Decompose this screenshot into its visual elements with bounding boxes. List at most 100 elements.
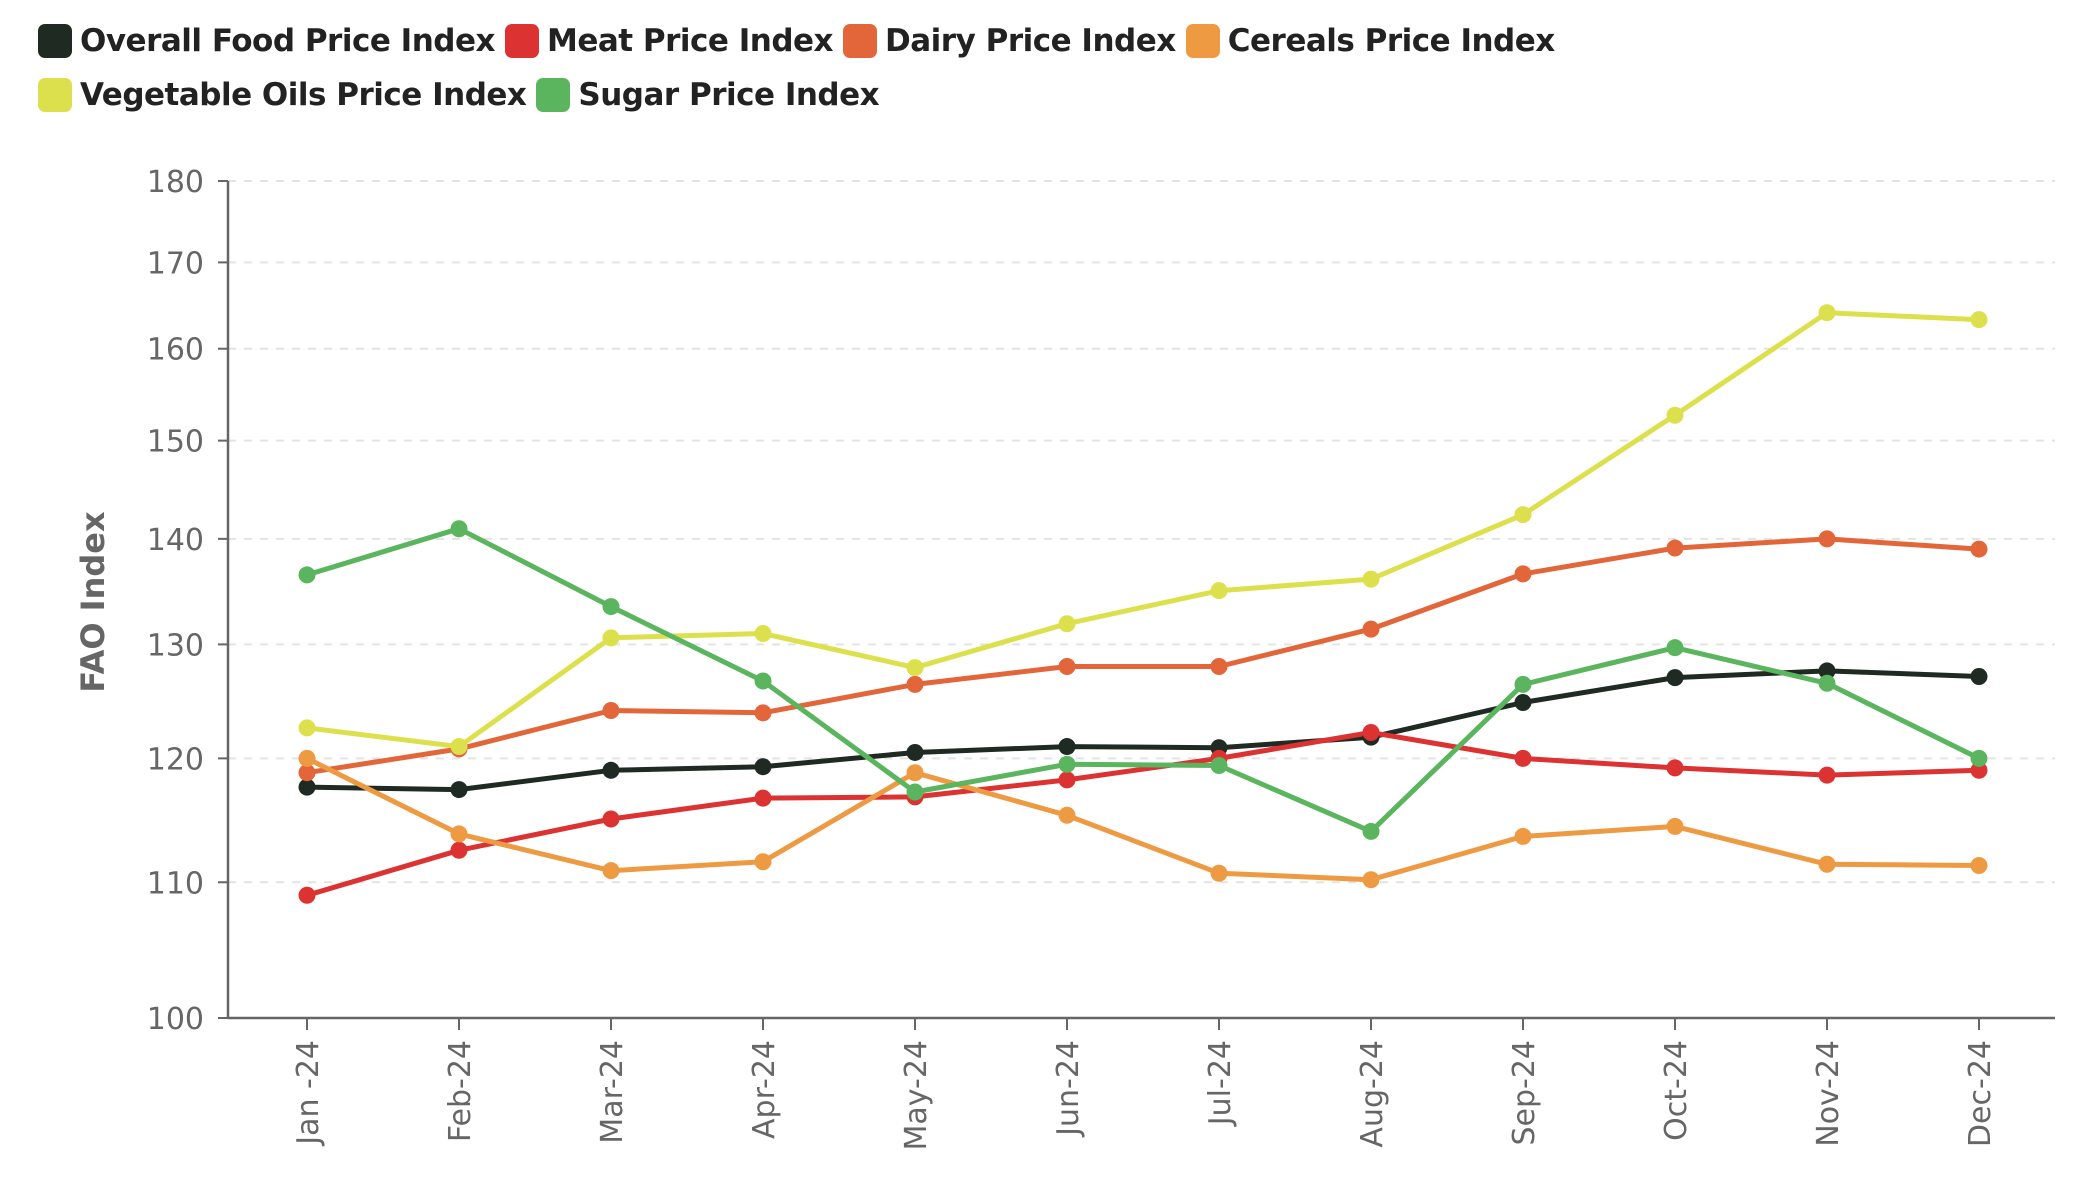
data-point-cereals-price-index[interactable] xyxy=(1514,827,1532,845)
data-point-dairy-price-index[interactable] xyxy=(1818,530,1836,548)
data-point-meat-price-index[interactable] xyxy=(450,841,468,859)
x-tick-label: Aug-24 xyxy=(1355,1040,1390,1148)
x-tick-label: Oct-24 xyxy=(1659,1040,1694,1141)
data-point-vegetable-oils-price-index[interactable] xyxy=(754,624,772,642)
data-point-cereals-price-index[interactable] xyxy=(602,862,620,880)
legend-item-overall-food-price-index[interactable]: Overall Food Price Index xyxy=(38,23,495,59)
axes: 100 110 120 130 140 150 160 170 180 Jan -24 Feb-24… xyxy=(147,165,2055,1151)
data-point-meat-price-index[interactable] xyxy=(1514,749,1532,767)
legend-item-dairy-price-index[interactable]: Dairy Price Index xyxy=(843,23,1176,59)
data-point-cereals-price-index[interactable] xyxy=(450,825,468,843)
data-point-meat-price-index[interactable] xyxy=(602,810,620,828)
y-axis-title: FAO Index xyxy=(74,511,112,693)
data-point-vegetable-oils-price-index[interactable] xyxy=(450,738,468,756)
data-point-dairy-price-index[interactable] xyxy=(1362,620,1380,638)
x-tick-label: Jul-24 xyxy=(1203,1040,1238,1127)
data-point-dairy-price-index[interactable] xyxy=(1666,539,1684,557)
legend: Overall Food Price Index Meat Price Index… xyxy=(38,14,1938,122)
legend-label: Meat Price Index xyxy=(546,23,834,59)
data-point-dairy-price-index[interactable] xyxy=(906,675,924,693)
data-point-sugar-price-index[interactable] xyxy=(1362,822,1380,840)
data-point-overall-food-price-index[interactable] xyxy=(298,778,316,796)
data-point-vegetable-oils-price-index[interactable] xyxy=(1362,570,1380,588)
data-point-sugar-price-index[interactable] xyxy=(1970,749,1988,767)
data-point-sugar-price-index[interactable] xyxy=(1514,675,1532,693)
data-point-dairy-price-index[interactable] xyxy=(754,704,772,722)
data-point-cereals-price-index[interactable] xyxy=(754,853,772,871)
data-point-sugar-price-index[interactable] xyxy=(1666,639,1684,657)
data-point-vegetable-oils-price-index[interactable] xyxy=(1058,615,1076,633)
data-point-cereals-price-index[interactable] xyxy=(1666,817,1684,835)
x-tick-label: Nov-24 xyxy=(1811,1040,1846,1147)
data-point-cereals-price-index[interactable] xyxy=(1058,806,1076,824)
data-point-vegetable-oils-price-index[interactable] xyxy=(1818,304,1836,322)
data-point-overall-food-price-index[interactable] xyxy=(602,761,620,779)
data-point-overall-food-price-index[interactable] xyxy=(1058,738,1076,756)
data-point-overall-food-price-index[interactable] xyxy=(450,781,468,799)
data-point-meat-price-index[interactable] xyxy=(1058,771,1076,789)
data-point-dairy-price-index[interactable] xyxy=(298,764,316,782)
legend-item-sugar-price-index[interactable]: Sugar Price Index xyxy=(536,77,880,113)
data-point-overall-food-price-index[interactable] xyxy=(1666,669,1684,687)
legend-item-cereals-price-index[interactable]: Cereals Price Index xyxy=(1185,23,1556,59)
data-point-cereals-price-index[interactable] xyxy=(1970,857,1988,875)
data-point-vegetable-oils-price-index[interactable] xyxy=(602,629,620,647)
data-point-vegetable-oils-price-index[interactable] xyxy=(298,719,316,737)
data-point-sugar-price-index[interactable] xyxy=(450,520,468,538)
data-point-cereals-price-index[interactable] xyxy=(1362,871,1380,889)
y-tick-label: 130 xyxy=(147,628,204,663)
data-point-dairy-price-index[interactable] xyxy=(1970,540,1988,558)
legend-swatch xyxy=(38,78,72,112)
data-point-meat-price-index[interactable] xyxy=(1970,761,1988,779)
x-tick-label: Mar-24 xyxy=(595,1040,630,1144)
data-point-cereals-price-index[interactable] xyxy=(1818,855,1836,873)
data-point-overall-food-price-index[interactable] xyxy=(1818,662,1836,680)
data-point-sugar-price-index[interactable] xyxy=(1058,755,1076,773)
data-point-overall-food-price-index[interactable] xyxy=(906,743,924,761)
data-point-sugar-price-index[interactable] xyxy=(1818,674,1836,692)
x-tick-label: Sep-24 xyxy=(1507,1040,1542,1146)
data-point-meat-price-index[interactable] xyxy=(1666,759,1684,777)
x-tick-label: Apr-24 xyxy=(747,1040,782,1139)
legend-row: Overall Food Price Index Meat Price Index… xyxy=(38,14,1938,68)
data-point-cereals-price-index[interactable] xyxy=(1210,864,1228,882)
data-point-vegetable-oils-price-index[interactable] xyxy=(906,659,924,677)
legend-label: Cereals Price Index xyxy=(1227,23,1556,59)
data-point-sugar-price-index[interactable] xyxy=(298,566,316,584)
legend-swatch xyxy=(1185,24,1220,58)
data-point-dairy-price-index[interactable] xyxy=(1514,565,1532,583)
y-tick-label: 180 xyxy=(147,165,204,200)
series-line-dairy-price-index xyxy=(304,536,1982,776)
legend-label: Vegetable Oils Price Index xyxy=(80,77,527,113)
data-point-meat-price-index[interactable] xyxy=(298,886,316,904)
data-point-meat-price-index[interactable] xyxy=(1818,766,1836,784)
data-point-vegetable-oils-price-index[interactable] xyxy=(1666,406,1684,424)
data-point-dairy-price-index[interactable] xyxy=(1058,657,1076,675)
data-point-sugar-price-index[interactable] xyxy=(602,598,620,616)
data-point-vegetable-oils-price-index[interactable] xyxy=(1970,311,1988,329)
series-line-cereals-price-index xyxy=(304,755,1982,883)
x-tick-label: May-24 xyxy=(899,1040,934,1151)
data-point-sugar-price-index[interactable] xyxy=(906,783,924,801)
data-point-cereals-price-index[interactable] xyxy=(298,749,316,767)
data-point-cereals-price-index[interactable] xyxy=(906,764,924,782)
legend-item-meat-price-index[interactable]: Meat Price Index xyxy=(504,23,834,59)
series-line-vegetable-oils-price-index xyxy=(304,310,1982,750)
data-point-meat-price-index[interactable] xyxy=(1362,724,1380,742)
data-point-vegetable-oils-price-index[interactable] xyxy=(1514,506,1532,524)
data-point-overall-food-price-index[interactable] xyxy=(754,758,772,776)
data-point-dairy-price-index[interactable] xyxy=(1210,657,1228,675)
legend-item-vegetable-oils-price-index[interactable]: Vegetable Oils Price Index xyxy=(38,77,527,113)
data-point-dairy-price-index[interactable] xyxy=(602,702,620,720)
data-point-meat-price-index[interactable] xyxy=(754,789,772,807)
data-point-sugar-price-index[interactable] xyxy=(754,672,772,690)
data-point-overall-food-price-index[interactable] xyxy=(1514,694,1532,712)
legend-label: Overall Food Price Index xyxy=(80,23,495,59)
data-point-overall-food-price-index[interactable] xyxy=(1970,668,1988,686)
legend-label: Dairy Price Index xyxy=(885,23,1176,59)
data-point-sugar-price-index[interactable] xyxy=(1210,757,1228,775)
series-line-overall-food-price-index xyxy=(304,668,1982,793)
gridlines xyxy=(228,180,2055,884)
x-tick-label: Feb-24 xyxy=(443,1040,478,1142)
data-point-vegetable-oils-price-index[interactable] xyxy=(1210,582,1228,600)
